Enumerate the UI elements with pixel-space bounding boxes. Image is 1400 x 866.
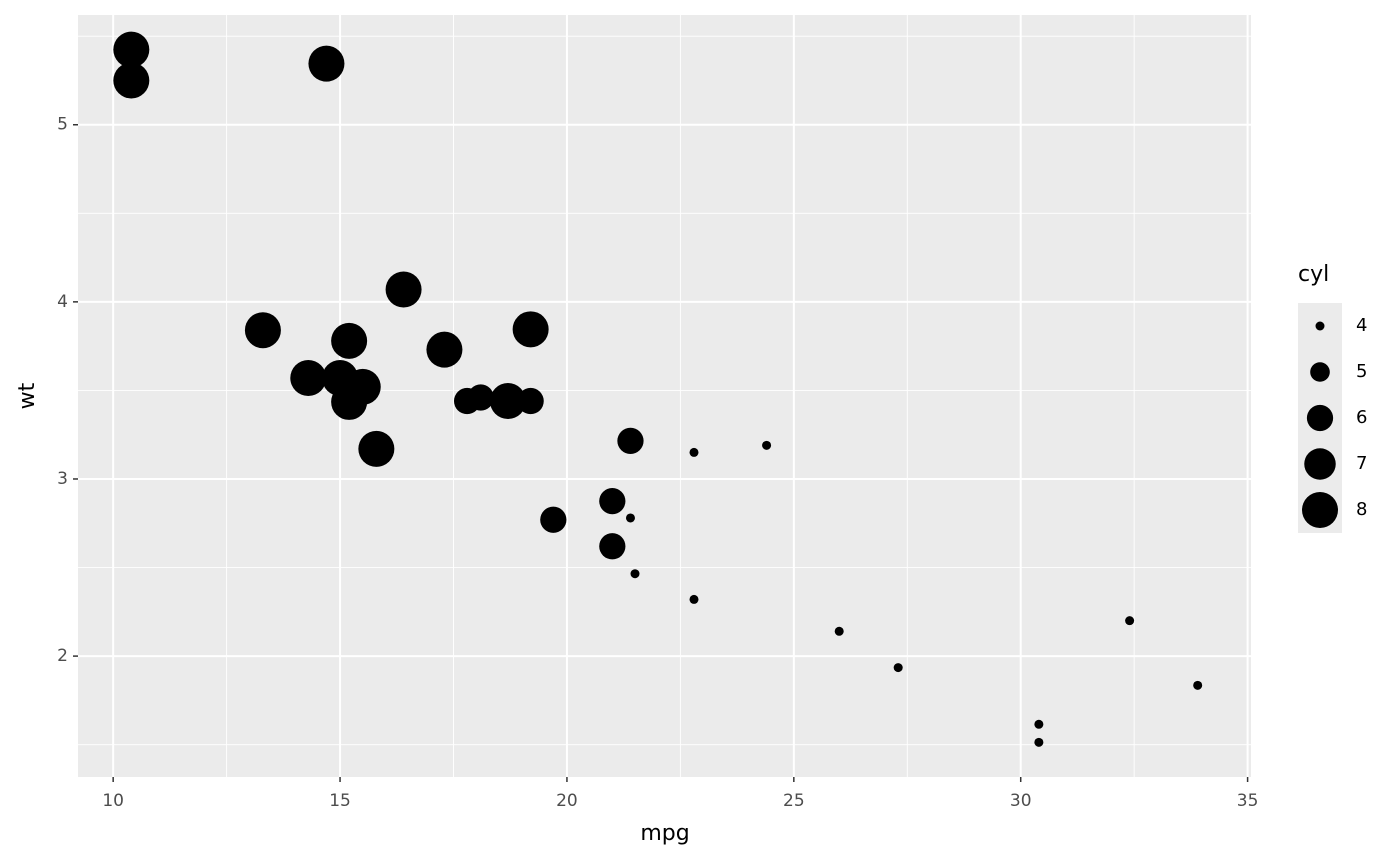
x-tick-label: 35: [1237, 791, 1259, 811]
point: [1125, 616, 1135, 626]
point: [1034, 737, 1044, 747]
point: [331, 322, 368, 359]
legend-title: cyl: [1298, 262, 1329, 287]
point: [893, 663, 903, 673]
x-tick-label: 25: [783, 791, 805, 811]
point: [689, 594, 699, 604]
point: [426, 331, 463, 368]
point: [1034, 719, 1044, 729]
legend-label: 6: [1356, 407, 1367, 428]
x-tick-label: 30: [1010, 791, 1032, 811]
point: [1193, 680, 1203, 690]
point: [762, 440, 772, 450]
x-tick-label: 15: [329, 791, 351, 811]
y-axis-title: wt: [15, 382, 40, 409]
y-tick-label: 4: [57, 292, 68, 312]
legend-key: [1302, 492, 1338, 528]
point: [308, 45, 345, 82]
legend-label: 4: [1356, 315, 1367, 336]
point: [599, 488, 626, 515]
point: [453, 387, 481, 415]
legend-key: [1304, 448, 1336, 480]
legend-key: [1306, 404, 1334, 432]
x-tick-label: 10: [102, 791, 124, 811]
legend-label: 5: [1356, 361, 1367, 382]
legend-label: 8: [1356, 499, 1367, 520]
point: [113, 62, 150, 99]
point: [540, 506, 567, 533]
y-tick-label: 3: [57, 469, 68, 489]
point: [489, 383, 526, 420]
point: [385, 271, 422, 308]
point: [625, 513, 635, 523]
legend-key: [1310, 362, 1330, 382]
point: [599, 533, 626, 560]
legend-key: [1315, 321, 1325, 331]
point: [113, 31, 150, 68]
point: [512, 311, 549, 348]
x-tick-label: 20: [556, 791, 578, 811]
point: [617, 427, 644, 455]
point: [244, 312, 281, 349]
point: [290, 360, 327, 397]
y-tick-label: 5: [57, 115, 68, 135]
x-axis-title: mpg: [640, 821, 689, 846]
y-tick-label: 2: [57, 646, 68, 666]
point: [689, 447, 699, 457]
point: [322, 360, 359, 397]
point: [358, 430, 395, 467]
legend-label: 7: [1356, 453, 1367, 474]
point: [630, 569, 640, 579]
panel: [78, 15, 1251, 777]
point: [517, 387, 544, 415]
point: [834, 626, 844, 636]
